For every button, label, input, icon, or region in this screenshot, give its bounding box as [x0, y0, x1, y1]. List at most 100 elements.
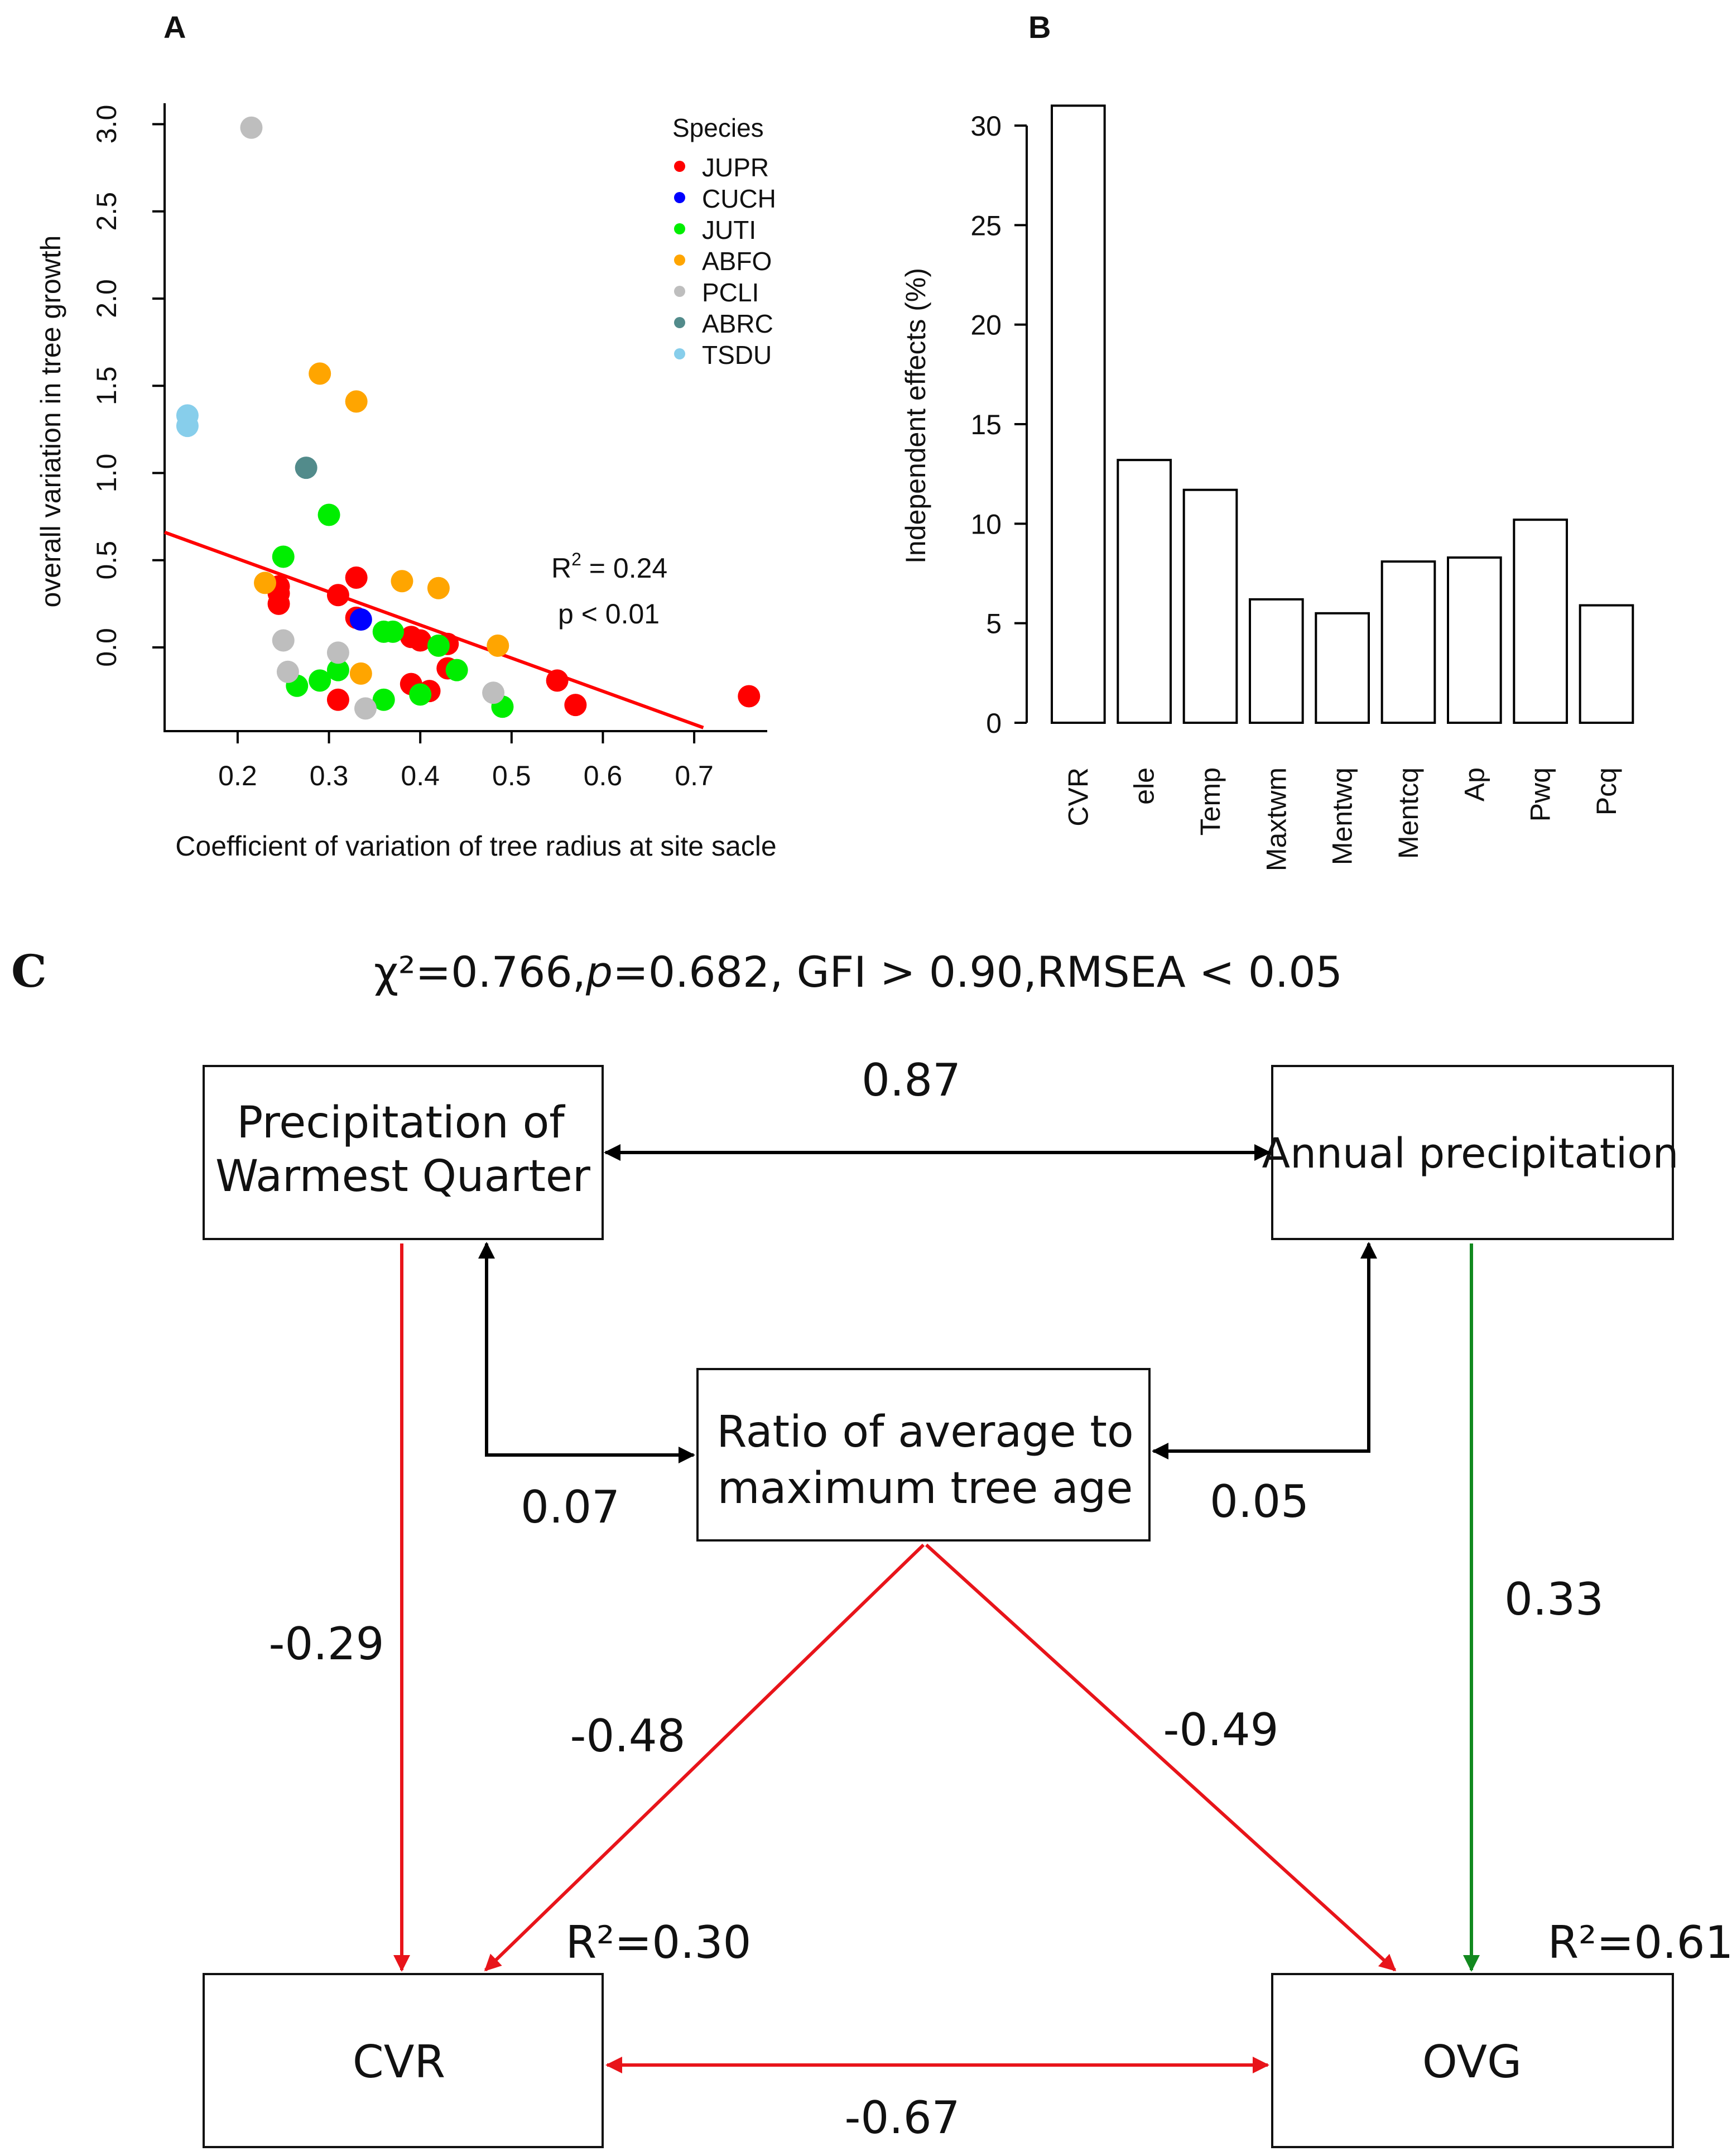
y-tick-label: 10 [970, 508, 1002, 540]
point-jupr [738, 685, 761, 708]
coef-ap-ovg: 0.33 [1504, 1573, 1604, 1625]
y-tick-label: 25 [970, 210, 1002, 241]
r2-annotation: R2 = 0.24 [551, 549, 667, 584]
point-abfo [427, 577, 450, 599]
fit-stats-p: p [585, 947, 613, 997]
coef-cvr-ovg: -0.67 [845, 2092, 960, 2144]
category-label-ap: Ap [1459, 767, 1490, 801]
point-juti [317, 503, 340, 526]
category-label-cvr: CVR [1062, 767, 1094, 827]
box-ratio-tree-age-line2: maximum tree age [718, 1463, 1133, 1514]
arrow-ratio-ovg [925, 1543, 1397, 1972]
point-juti [272, 545, 295, 568]
p-annotation: p < 0.01 [558, 598, 660, 630]
coef-ratio-cvr: -0.48 [570, 1710, 686, 1762]
panel-a-label: A [163, 9, 186, 45]
legend-marker-pcli [674, 286, 685, 297]
fit-stats-prefix: χ²=0.766, [374, 947, 586, 997]
y-tick-label: 2.5 [91, 192, 122, 231]
x-tick-label: 0.5 [492, 760, 531, 791]
coef-pwq-ap: 0.87 [862, 1054, 961, 1106]
x-tick-label: 0.3 [310, 760, 349, 791]
legend-label-tsdu: TSDU [702, 340, 772, 369]
y-tick-label: 2.0 [91, 279, 122, 318]
x-tick-label: 0.4 [401, 760, 440, 791]
point-pcli [276, 660, 299, 683]
coef-pwq-ratio: 0.07 [521, 1481, 620, 1533]
bar-cvr [1051, 104, 1106, 724]
arrow-ratio-cvr [484, 1543, 925, 1972]
box-ovg-label: OVG [1422, 2036, 1522, 2088]
panel-b-ylabel: Independent effects (%) [900, 268, 931, 564]
point-cuch [349, 608, 372, 631]
bar-pcq [1579, 604, 1634, 724]
point-pcli [354, 697, 377, 720]
fit-stats-suffix: =0.682, GFI > 0.90,RMSEA < 0.05 [613, 947, 1343, 997]
point-pcli [482, 681, 505, 704]
bar-mentwq [1315, 612, 1370, 724]
panel-a-axes: 0.2 0.3 0.4 0.5 0.6 0.7 0.0 0.5 1.0 1.5 2.0 2.5 3.0 [91, 103, 767, 791]
legend-marker-abrc [674, 317, 685, 328]
point-jupr [267, 592, 290, 615]
point-pcli [240, 116, 263, 139]
bar-mentcq [1380, 560, 1436, 724]
panel-b-bars: CVR ele Temp Maxtwm Mentwq Mentcq Ap Pwq Pcq [1051, 104, 1634, 871]
point-jupr [345, 566, 368, 589]
point-abfo [254, 572, 276, 594]
y-tick-label: 1.0 [91, 454, 122, 493]
legend-title: Species [672, 113, 764, 142]
panel-a-points [176, 116, 761, 720]
panel-a-ylabel: overall variation in tree growth [35, 236, 66, 608]
category-label-ele: ele [1129, 767, 1160, 805]
r2-ovg: R²=0.61 [1548, 1917, 1732, 1968]
legend-label-pcli: PCLI [702, 278, 759, 307]
y-tick-label: 0.5 [91, 541, 122, 580]
category-label-pwq: Pwq [1525, 767, 1556, 822]
point-jupr [409, 629, 432, 652]
point-abfo [345, 390, 368, 413]
model-fit-statistics: χ²=0.766,p=0.682, GFI > 0.90,RMSEA < 0.0… [374, 947, 1343, 997]
coef-ratio-ap: 0.05 [1210, 1476, 1309, 1528]
y-tick-label: 0 [986, 708, 1002, 739]
point-pcli [326, 641, 349, 664]
bar-temp [1182, 488, 1238, 724]
legend-marker-jupr [674, 161, 685, 172]
bar-ap [1447, 556, 1502, 724]
panel-a: A 0.2 0.3 0.4 0.5 0.6 0.7 0.0 0.5 1.0 1.5 2.0 2.5 3.… [35, 9, 777, 862]
legend-label-juti: JUTI [702, 215, 756, 244]
panel-a-xlabel: Coefficient of variation of tree radius … [175, 830, 776, 862]
box-precip-warmest-quarter-line1: Precipitation of [237, 1098, 565, 1148]
point-juti [309, 669, 331, 692]
point-abfo [309, 362, 331, 385]
box-annual-precipitation [1271, 1065, 1674, 1240]
box-cvr-label: CVR [353, 2036, 445, 2088]
category-label-maxtwm: Maxtwm [1260, 767, 1292, 871]
box-cvr [203, 1973, 604, 2148]
point-jupr [546, 669, 569, 692]
bar-maxtwm [1249, 598, 1304, 724]
bar-ele [1117, 459, 1172, 724]
point-abfo [391, 570, 413, 593]
r2-annotation-value: = 0.24 [581, 553, 667, 584]
legend-label-cuch: CUCH [702, 184, 776, 213]
r2-annotation-sup: 2 [571, 549, 581, 569]
panel-b-axes: 0 5 10 15 20 25 30 [970, 111, 1028, 739]
panel-c: C χ²=0.766,p=0.682, GFI > 0.90,RMSEA < 0… [11, 945, 1732, 2148]
panel-c-label: C [11, 945, 47, 997]
panel-a-axis-lines [163, 103, 767, 732]
category-label-mentwq: Mentwq [1327, 767, 1358, 865]
category-label-temp: Temp [1195, 767, 1226, 835]
x-tick-label: 0.6 [584, 760, 623, 791]
panel-a-fit-line-group [163, 530, 704, 729]
legend-marker-cuch [674, 192, 685, 203]
legend-label-jupr: JUPR [702, 153, 769, 182]
y-tick-label: 15 [970, 409, 1002, 440]
point-abfo [487, 634, 509, 657]
coef-ratio-ovg: -0.49 [1163, 1704, 1279, 1756]
point-jupr [326, 688, 349, 711]
point-jupr [564, 694, 587, 717]
point-juti [326, 659, 349, 681]
box-ratio-tree-age-line1: Ratio of average to [716, 1407, 1133, 1457]
